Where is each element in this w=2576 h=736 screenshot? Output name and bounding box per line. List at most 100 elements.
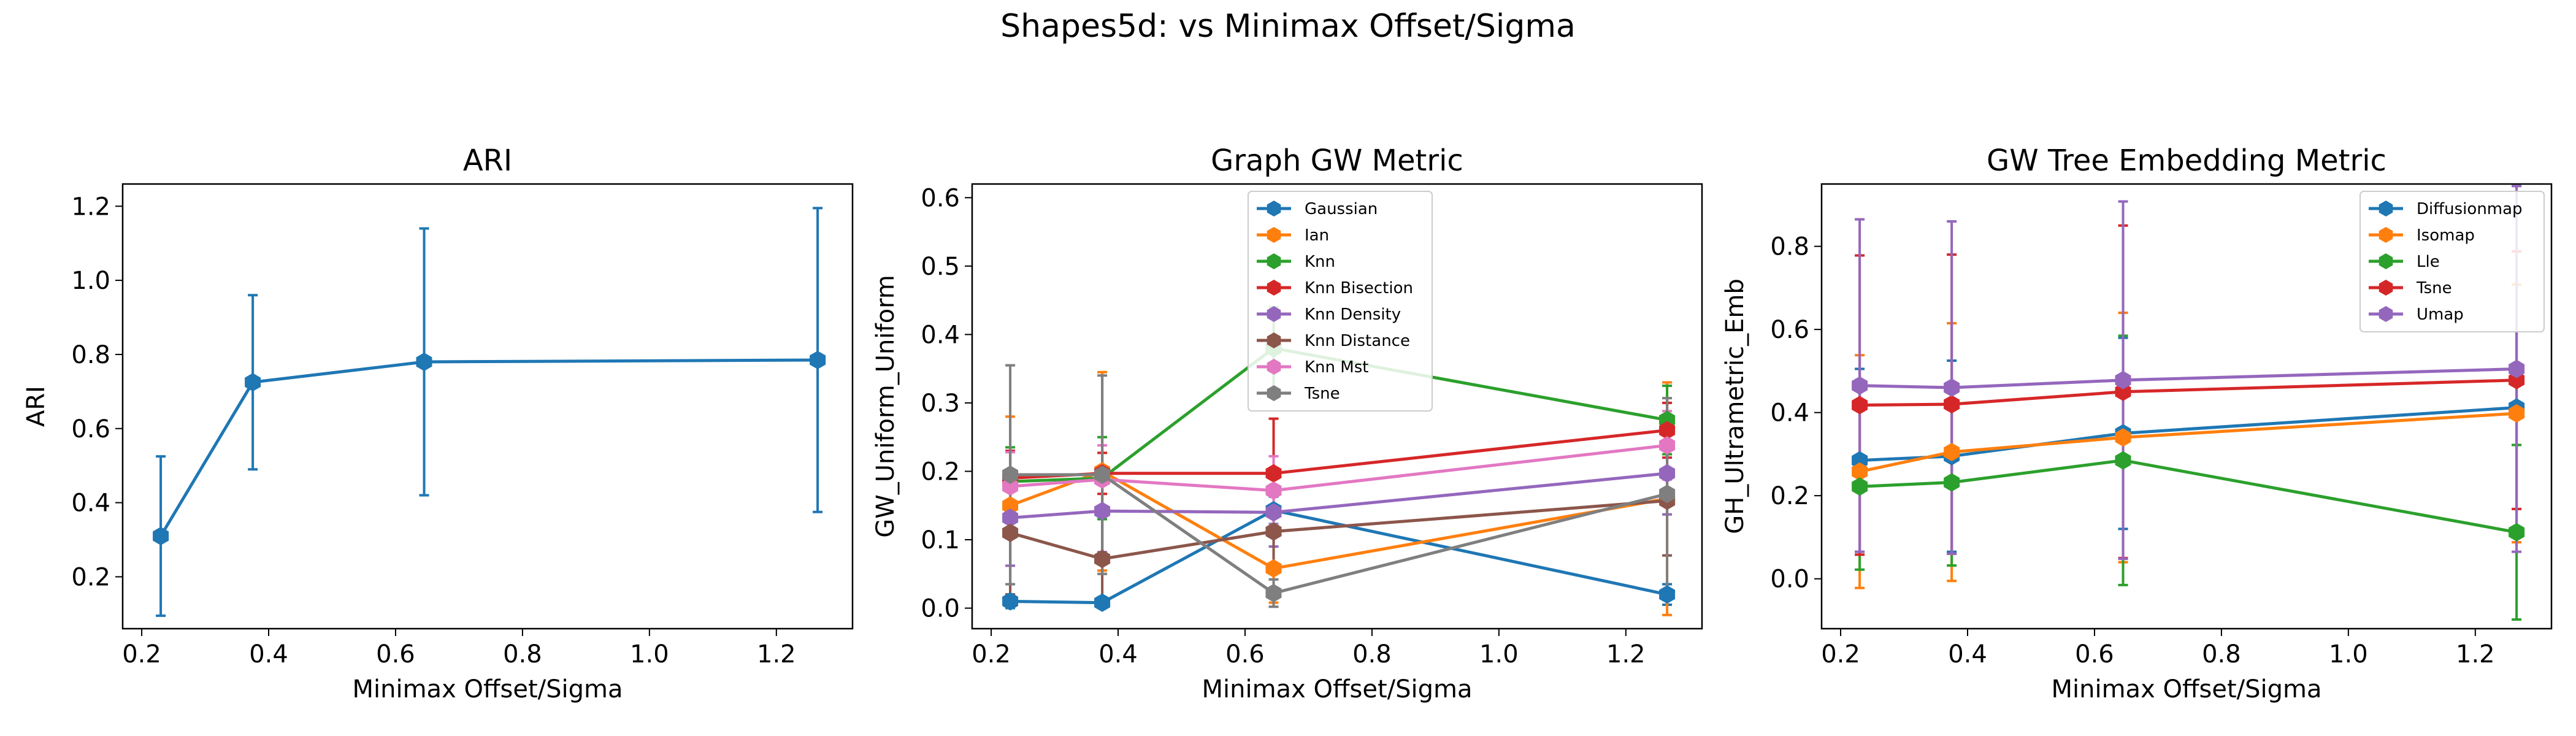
errorbars-series <box>156 207 823 617</box>
panel-2: Graph GW Metric 0.2 0.4 0.6 0.8 1.0 1.2 0.0 0.1 0… <box>872 144 1703 703</box>
data-point <box>245 373 261 392</box>
data-point <box>2115 370 2131 389</box>
y-tick-label: 0.0 <box>921 595 960 623</box>
legend-item: Diffusionmap <box>2369 200 2523 218</box>
data-point <box>1265 464 1282 483</box>
y-tick-label: 0.5 <box>921 253 960 281</box>
axes-frame <box>1820 183 2553 630</box>
legend-marker <box>1267 253 1281 269</box>
legend-marker <box>1267 280 1281 296</box>
legend-box <box>1248 191 1433 412</box>
plot-area <box>153 207 826 617</box>
x-tick-label: 0.4 <box>1948 640 1987 669</box>
legend-label: Knn Distance <box>1305 332 1410 350</box>
legend-label: Knn Density <box>1305 305 1401 324</box>
legend-label: Lle <box>2417 253 2440 271</box>
data-point <box>1094 550 1111 569</box>
x-tick-label: 0.6 <box>2075 640 2114 669</box>
data-point <box>1659 436 1676 455</box>
x-tick-label: 0.6 <box>1225 640 1265 669</box>
panel-title: Graph GW Metric <box>1211 144 1463 178</box>
legend-label: Tsne <box>2416 279 2452 297</box>
x-tick-label: 1.2 <box>2456 640 2495 669</box>
data-point <box>1659 485 1676 504</box>
data-point <box>1265 522 1282 541</box>
legend-marker <box>2379 227 2393 243</box>
series-line <box>1010 443 1668 493</box>
data-point <box>1002 508 1019 527</box>
x-tick-label: 1.2 <box>1606 640 1646 669</box>
data-point <box>1852 396 1868 415</box>
data-point <box>1002 523 1019 542</box>
y-tick-label: 0.4 <box>1770 399 1809 427</box>
data-point <box>153 527 169 545</box>
x-tick-label: 0.2 <box>972 640 1011 669</box>
legend-label: Gaussian <box>1305 200 1378 218</box>
y-tick-label: 1.2 <box>71 193 110 221</box>
data-point <box>1265 503 1282 522</box>
data-point <box>2509 523 2525 542</box>
x-axis-label: Minimax Offset/Sigma <box>353 675 623 703</box>
series-line <box>1859 412 2517 473</box>
legend-marker <box>1267 332 1281 348</box>
legend-item: Knn Distance <box>1257 332 1410 350</box>
x-tick-label: 0.4 <box>249 640 288 669</box>
x-tick-label: 0.8 <box>1352 640 1392 669</box>
data-point <box>2509 359 2525 378</box>
data-point <box>2115 451 2131 470</box>
legend-item: Knn Density <box>1257 305 1401 324</box>
legend-label: Tsne <box>1304 385 1340 403</box>
series-line <box>1010 508 1668 605</box>
series-line <box>1860 367 2517 389</box>
data-point <box>2115 428 2131 447</box>
panel-3: GW Tree Embedding Metric 0.2 0.4 0.6 0.8 1.0 1… <box>1721 144 2553 703</box>
legend-label: Diffusionmap <box>2417 200 2523 218</box>
data-point <box>1002 477 1019 496</box>
y-tick-label: 0.2 <box>921 458 960 486</box>
series-umap <box>1852 359 2525 397</box>
data-point <box>1852 462 1868 481</box>
legend-item: Umap <box>2369 305 2464 324</box>
legend-marker <box>1267 385 1281 401</box>
y-tick-label: 0.3 <box>921 389 960 418</box>
data-point <box>1265 584 1282 602</box>
legend-marker <box>2379 201 2393 217</box>
legend-label: Umap <box>2417 305 2464 324</box>
x-tick-label: 1.0 <box>630 640 669 669</box>
legend-marker <box>1267 359 1281 375</box>
series-tsne <box>1002 466 1676 602</box>
x-tick-label: 1.2 <box>757 640 796 669</box>
y-tick-label: 0.6 <box>1770 316 1809 344</box>
panel-title: ARI <box>463 144 512 178</box>
series-line <box>1010 499 1668 561</box>
data-point <box>1094 593 1111 612</box>
data-point <box>1659 421 1676 440</box>
data-point <box>1944 378 1960 397</box>
x-axis-label: Minimax Offset/Sigma <box>2052 675 2322 703</box>
data-point <box>1659 464 1676 483</box>
legend-item: Tsne <box>2369 279 2452 297</box>
data-point <box>1094 466 1111 484</box>
legend-label: Isomap <box>2417 226 2475 245</box>
x-tick-label: 0.4 <box>1098 640 1138 669</box>
data-point <box>2115 382 2131 401</box>
data-point <box>1944 473 1960 492</box>
y-axis-label: GW_Uniform_Uniform <box>872 275 900 538</box>
legend-item: Isomap <box>2369 226 2475 245</box>
series-line <box>1010 469 1668 570</box>
x-tick-label: 0.6 <box>376 640 415 669</box>
series-line <box>1860 378 2517 407</box>
figure-title: Shapes5d: vs Minimax Offset/Sigma <box>1000 8 1576 45</box>
y-axis-label: GH_Ultrametric_Emb <box>1721 278 1749 534</box>
legend-box <box>2359 191 2545 332</box>
x-tick-label: 0.2 <box>1821 640 1860 669</box>
data-point <box>1094 502 1111 521</box>
legend-label: Knn Mst <box>1305 358 1368 377</box>
y-tick-label: 0.8 <box>71 341 110 369</box>
legend-marker <box>1267 227 1281 243</box>
x-tick-label: 0.8 <box>2202 640 2241 669</box>
data-point <box>1002 592 1019 611</box>
panels: ARI 0.2 0.4 0.6 0.8 1.0 1.2 0.2 0.4 0.6 0.8 1.0 1.2 M… <box>22 144 2553 703</box>
legend-item: Tsne <box>1257 385 1340 403</box>
